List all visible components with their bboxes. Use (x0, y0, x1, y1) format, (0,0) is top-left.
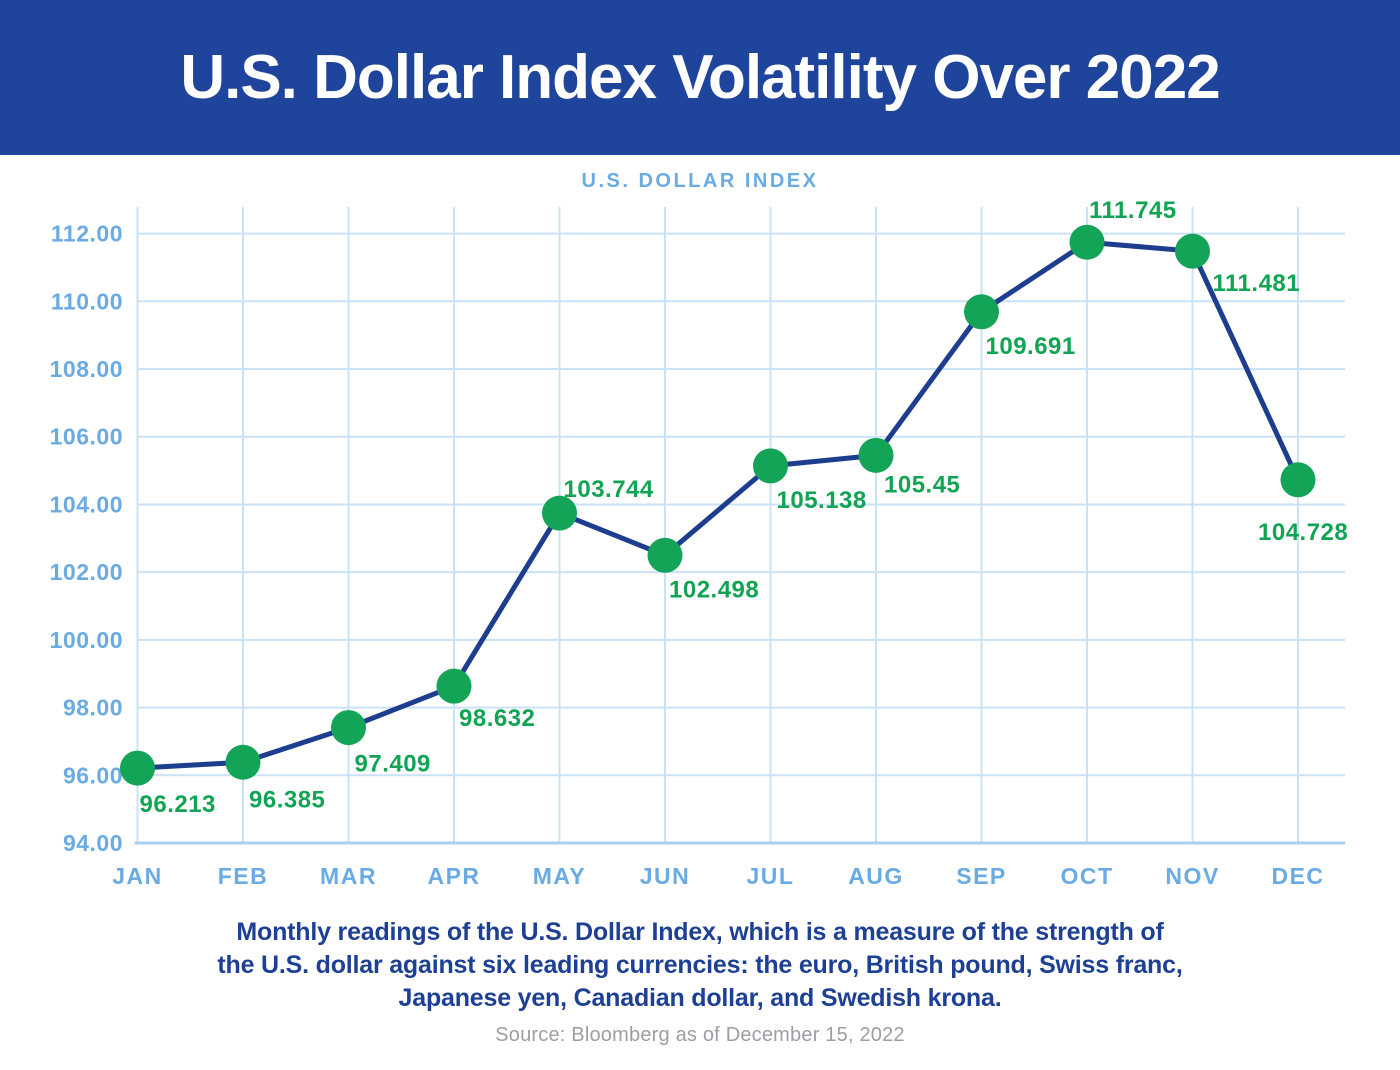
header-banner: U.S. Dollar Index Volatility Over 2022 (0, 0, 1400, 155)
x-axis-month-label: MAR (320, 863, 377, 889)
source-attribution: Source: Bloomberg as of December 15, 202… (495, 1024, 905, 1046)
data-line (137, 239, 1301, 771)
y-axis-tick-label: 96.00 (63, 762, 123, 788)
y-axis-tick-label: 108.00 (50, 356, 123, 382)
y-axis-tick-label: 110.00 (51, 288, 123, 314)
y-axis-tick-label: 102.00 (50, 559, 123, 585)
data-point (120, 750, 155, 786)
data-point-label: 96.385 (249, 786, 325, 813)
x-axis-month-label: MAY (533, 863, 587, 889)
x-axis-month-label: OCT (1060, 863, 1113, 889)
data-point-label: 104.728 (1258, 519, 1348, 546)
data-point (964, 294, 999, 330)
data-point-label: 111.481 (1213, 270, 1301, 297)
y-axis-tick-label: 98.00 (63, 695, 123, 721)
y-axis-tick-label: 100.00 (50, 627, 123, 653)
x-axis-month-label: JUL (747, 863, 795, 889)
data-point-label: 109.691 (986, 333, 1076, 360)
data-point (225, 744, 261, 780)
data-point-label: 98.632 (459, 705, 535, 732)
data-point (1069, 224, 1105, 260)
caption-line: Japanese yen, Canadian dollar, and Swedi… (398, 984, 1002, 1012)
x-axis-month-label: AUG (848, 863, 904, 889)
data-point-label: 105.138 (777, 487, 867, 514)
data-point (542, 495, 577, 531)
y-axis-tick-label: 94.00 (63, 830, 123, 856)
chart-title: U.S. DOLLAR INDEX (581, 170, 819, 192)
data-point (753, 448, 788, 484)
data-point (1280, 462, 1316, 498)
y-axis-tick-label: 104.00 (50, 491, 123, 517)
x-axis-month-label: FEB (218, 863, 269, 889)
page-title: U.S. Dollar Index Volatility Over 2022 (180, 43, 1220, 112)
chart-caption: Monthly readings of the U.S. Dollar Inde… (0, 916, 1400, 1015)
x-axis-month-label: NOV (1165, 863, 1219, 889)
x-axis-month-label: SEP (956, 863, 1007, 889)
data-point-label: 102.498 (669, 576, 759, 603)
data-point-label: 105.45 (884, 471, 960, 498)
data-point (858, 437, 894, 473)
caption-line: the U.S. dollar against six leading curr… (217, 951, 1183, 979)
data-point-label: 111.745 (1089, 197, 1177, 224)
data-point (647, 537, 683, 573)
caption-line: Monthly readings of the U.S. Dollar Inde… (236, 918, 1164, 946)
data-point (1175, 233, 1210, 269)
y-axis-tick-label: 112.00 (51, 221, 123, 247)
data-point (331, 710, 366, 746)
x-axis-month-label: JAN (112, 863, 163, 889)
data-point-label: 97.409 (355, 751, 431, 778)
data-point-label: 96.213 (140, 791, 216, 818)
data-point (436, 668, 472, 704)
x-axis-month-label: DEC (1271, 863, 1324, 889)
y-axis-tick-label: 106.00 (50, 424, 123, 450)
x-axis-month-label: JUN (640, 863, 691, 889)
data-point-label: 103.744 (564, 476, 654, 503)
x-axis-month-label: APR (427, 863, 480, 889)
